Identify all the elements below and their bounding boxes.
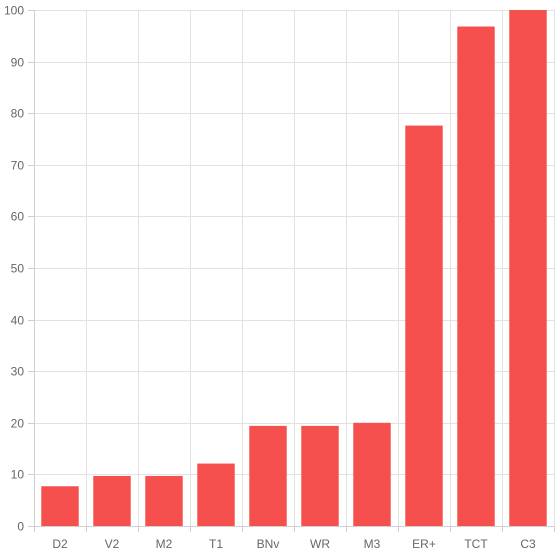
x-tick-label: T1 [209,537,223,551]
bar-t1 [197,463,235,526]
bar-wr [301,425,339,526]
x-tick-label: ER+ [412,537,436,551]
bar-c3 [509,10,547,526]
bar-d2 [41,486,79,526]
bar-v2 [93,475,131,526]
y-tick-label: 90 [11,56,25,70]
x-tick-label: M2 [156,537,173,551]
bar-tct [457,26,495,527]
x-tick-label: TCT [464,537,488,551]
y-tick-label: 50 [11,262,25,276]
y-tick-label: 20 [11,417,25,431]
y-tick-label: 70 [11,159,25,173]
x-tick-label: WR [310,537,330,551]
y-tick-label: 60 [11,210,25,224]
y-tick-label: 80 [11,107,25,121]
y-tick-label: 30 [11,365,25,379]
tick-labels: 0 10 20 30 40 50 60 70 80 90 100 D2 V2 M2 T1 BNv WR M3 ER+… [4,4,536,552]
x-tick-label: V2 [105,537,120,551]
x-tick-label: D2 [52,537,68,551]
bar-bnv [249,425,287,526]
grid [34,10,555,526]
y-tick-label: 0 [17,520,24,534]
y-tick-label: 10 [11,468,25,482]
x-tick-label: C3 [520,537,536,551]
bar-m3 [353,422,391,526]
bars [41,10,547,527]
y-tick-label: 40 [11,314,25,328]
bar-m2 [145,475,183,526]
bar-er- [405,125,443,527]
x-tick-label: M3 [364,537,381,551]
x-tick-label: BNv [257,537,280,551]
y-tick-label: 100 [4,4,24,18]
